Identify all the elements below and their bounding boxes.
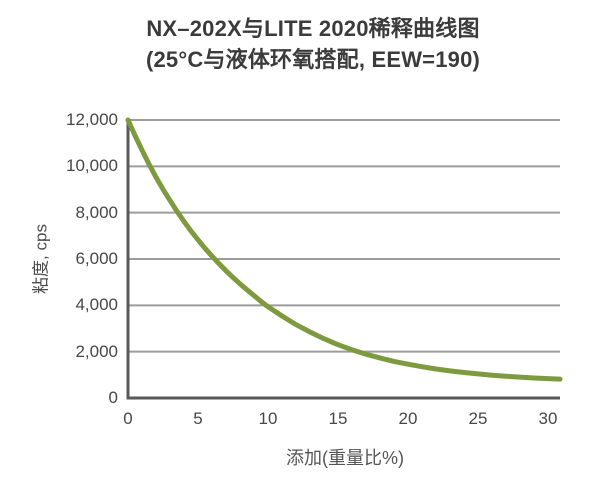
x-tick-label: 5 bbox=[193, 409, 203, 428]
y-tick-label: 12,000 bbox=[66, 110, 118, 129]
x-tick-label: 20 bbox=[398, 409, 418, 428]
x-tick-label: 0 bbox=[123, 409, 133, 428]
x-tick-label: 30 bbox=[538, 409, 558, 428]
y-tick-label: 0 bbox=[108, 388, 118, 407]
y-tick-label: 4,000 bbox=[75, 295, 118, 315]
x-tick-label: 15 bbox=[328, 409, 348, 428]
x-tick-label: 10 bbox=[258, 409, 278, 428]
y-tick-label: 6,000 bbox=[75, 249, 118, 268]
chart-title-block: NX–202X与LITE 2020稀释曲线图 (25°C与液体环氧搭配, EEW… bbox=[0, 13, 600, 75]
chart-title: NX–202X与LITE 2020稀释曲线图 bbox=[146, 16, 480, 41]
dilution-curve bbox=[125, 117, 563, 382]
y-axis-label: 粘度, cps bbox=[31, 224, 51, 294]
x-tick-label: 25 bbox=[468, 409, 488, 428]
y-tick-label: 10,000 bbox=[66, 156, 118, 176]
y-tick-label: 8,000 bbox=[75, 202, 118, 222]
y-tick-label: 2,000 bbox=[75, 341, 118, 361]
x-axis-label: 添加(重量比%) bbox=[286, 448, 404, 468]
chart-subtitle: (25°C与液体环氧搭配, EEW=190) bbox=[145, 47, 481, 72]
